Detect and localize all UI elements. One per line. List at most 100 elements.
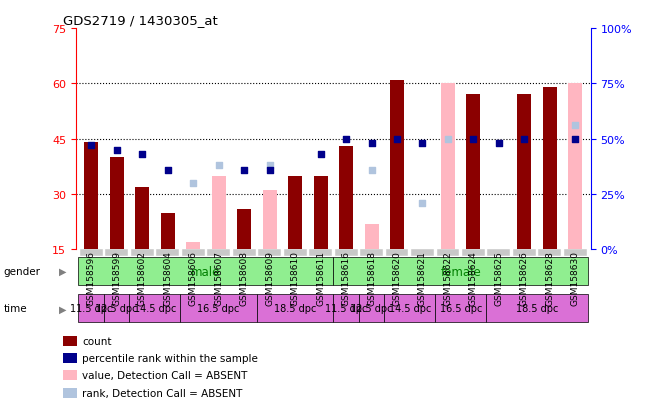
FancyBboxPatch shape bbox=[79, 295, 104, 323]
Text: female: female bbox=[440, 265, 481, 278]
FancyBboxPatch shape bbox=[309, 250, 332, 256]
FancyBboxPatch shape bbox=[232, 250, 255, 256]
Text: value, Detection Call = ABSENT: value, Detection Call = ABSENT bbox=[82, 370, 248, 380]
FancyBboxPatch shape bbox=[258, 250, 281, 256]
Text: GSM158624: GSM158624 bbox=[469, 250, 478, 305]
Point bbox=[570, 136, 581, 143]
Point bbox=[417, 200, 428, 207]
Text: GSM158611: GSM158611 bbox=[316, 250, 325, 305]
Text: GSM158620: GSM158620 bbox=[393, 250, 401, 305]
Text: GSM158604: GSM158604 bbox=[163, 250, 172, 305]
Text: 16.5 dpc: 16.5 dpc bbox=[440, 304, 482, 314]
Text: ▶: ▶ bbox=[59, 266, 67, 277]
Bar bbox=[237, 209, 251, 250]
Point bbox=[366, 167, 377, 173]
Bar bbox=[212, 176, 226, 250]
Bar bbox=[467, 95, 480, 250]
FancyBboxPatch shape bbox=[156, 250, 179, 256]
Bar bbox=[288, 176, 302, 250]
Text: 11.5 dpc: 11.5 dpc bbox=[70, 304, 112, 314]
Bar bbox=[441, 84, 455, 250]
FancyBboxPatch shape bbox=[486, 295, 588, 323]
Point bbox=[86, 143, 96, 150]
Text: gender: gender bbox=[3, 266, 40, 277]
Point bbox=[519, 136, 530, 143]
Point bbox=[162, 167, 173, 173]
Text: GSM158622: GSM158622 bbox=[444, 250, 453, 305]
Point bbox=[315, 152, 326, 158]
Text: GSM158607: GSM158607 bbox=[214, 250, 223, 305]
Text: male: male bbox=[191, 265, 220, 278]
Point bbox=[443, 136, 453, 143]
Point bbox=[392, 136, 403, 143]
Text: GSM158608: GSM158608 bbox=[240, 250, 249, 305]
Point bbox=[468, 136, 478, 143]
FancyBboxPatch shape bbox=[513, 250, 536, 256]
Text: 14.5 dpc: 14.5 dpc bbox=[134, 304, 176, 314]
Text: time: time bbox=[3, 304, 27, 314]
Point bbox=[264, 167, 275, 173]
Text: GSM158606: GSM158606 bbox=[189, 250, 197, 305]
FancyBboxPatch shape bbox=[180, 295, 257, 323]
Text: GSM158621: GSM158621 bbox=[418, 250, 427, 305]
Text: 16.5 dpc: 16.5 dpc bbox=[197, 304, 240, 314]
Point bbox=[112, 147, 122, 154]
Point bbox=[366, 140, 377, 147]
FancyBboxPatch shape bbox=[333, 258, 588, 285]
FancyBboxPatch shape bbox=[462, 250, 485, 256]
Point bbox=[239, 167, 249, 173]
FancyBboxPatch shape bbox=[411, 250, 434, 256]
Bar bbox=[543, 88, 557, 250]
Text: ▶: ▶ bbox=[59, 304, 67, 314]
FancyBboxPatch shape bbox=[79, 258, 333, 285]
Point bbox=[494, 140, 504, 147]
Text: count: count bbox=[82, 336, 112, 346]
Text: percentile rank within the sample: percentile rank within the sample bbox=[82, 353, 258, 363]
Bar bbox=[568, 84, 582, 250]
FancyBboxPatch shape bbox=[284, 250, 306, 256]
Text: GSM158628: GSM158628 bbox=[545, 250, 554, 305]
Text: GSM158626: GSM158626 bbox=[520, 250, 529, 305]
FancyBboxPatch shape bbox=[207, 250, 230, 256]
FancyBboxPatch shape bbox=[385, 250, 409, 256]
Point bbox=[264, 163, 275, 169]
FancyBboxPatch shape bbox=[359, 295, 384, 323]
FancyBboxPatch shape bbox=[436, 250, 459, 256]
Point bbox=[570, 123, 581, 129]
Bar bbox=[110, 158, 123, 250]
Text: GSM158599: GSM158599 bbox=[112, 250, 121, 305]
Bar bbox=[517, 95, 531, 250]
Text: rank, Detection Call = ABSENT: rank, Detection Call = ABSENT bbox=[82, 388, 243, 398]
FancyBboxPatch shape bbox=[384, 295, 435, 323]
Bar bbox=[135, 187, 149, 250]
FancyBboxPatch shape bbox=[335, 250, 358, 256]
FancyBboxPatch shape bbox=[435, 295, 486, 323]
FancyBboxPatch shape bbox=[333, 295, 359, 323]
Bar bbox=[186, 242, 200, 250]
Bar bbox=[263, 191, 277, 250]
FancyBboxPatch shape bbox=[129, 295, 180, 323]
Text: 18.5 dpc: 18.5 dpc bbox=[274, 304, 316, 314]
Text: 12.5 dpc: 12.5 dpc bbox=[350, 304, 393, 314]
Text: GDS2719 / 1430305_at: GDS2719 / 1430305_at bbox=[63, 14, 217, 27]
Bar bbox=[314, 176, 327, 250]
Text: 12.5 dpc: 12.5 dpc bbox=[96, 304, 138, 314]
Text: GSM158625: GSM158625 bbox=[494, 250, 504, 305]
Point bbox=[137, 152, 147, 158]
Bar bbox=[160, 213, 175, 250]
Text: GSM158609: GSM158609 bbox=[265, 250, 274, 305]
Text: 18.5 dpc: 18.5 dpc bbox=[516, 304, 558, 314]
Point bbox=[417, 140, 428, 147]
FancyBboxPatch shape bbox=[488, 250, 510, 256]
Bar bbox=[364, 224, 379, 250]
Text: 14.5 dpc: 14.5 dpc bbox=[389, 304, 431, 314]
Text: GSM158630: GSM158630 bbox=[571, 250, 580, 305]
FancyBboxPatch shape bbox=[360, 250, 383, 256]
Text: GSM158618: GSM158618 bbox=[367, 250, 376, 305]
Text: GSM158616: GSM158616 bbox=[341, 250, 350, 305]
FancyBboxPatch shape bbox=[131, 250, 154, 256]
FancyBboxPatch shape bbox=[257, 295, 333, 323]
Bar bbox=[339, 147, 353, 250]
Text: GSM158596: GSM158596 bbox=[86, 250, 96, 305]
Text: GSM158610: GSM158610 bbox=[290, 250, 300, 305]
